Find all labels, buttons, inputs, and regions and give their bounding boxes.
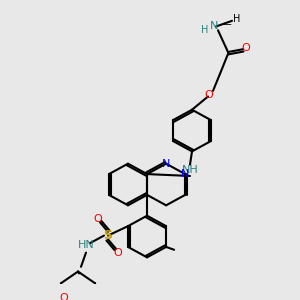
Text: O: O	[94, 214, 102, 224]
Text: N: N	[162, 159, 170, 169]
Text: N: N	[181, 169, 189, 179]
Text: O: O	[205, 90, 213, 100]
Text: O: O	[60, 292, 68, 300]
Text: H: H	[201, 25, 209, 35]
Text: S: S	[103, 229, 112, 242]
Text: NH: NH	[182, 165, 198, 175]
Text: HN: HN	[78, 240, 94, 250]
Text: O: O	[114, 248, 122, 258]
Text: O: O	[242, 43, 250, 53]
Text: N: N	[210, 22, 218, 32]
Text: —: —	[221, 19, 231, 29]
Text: H: H	[233, 14, 240, 24]
